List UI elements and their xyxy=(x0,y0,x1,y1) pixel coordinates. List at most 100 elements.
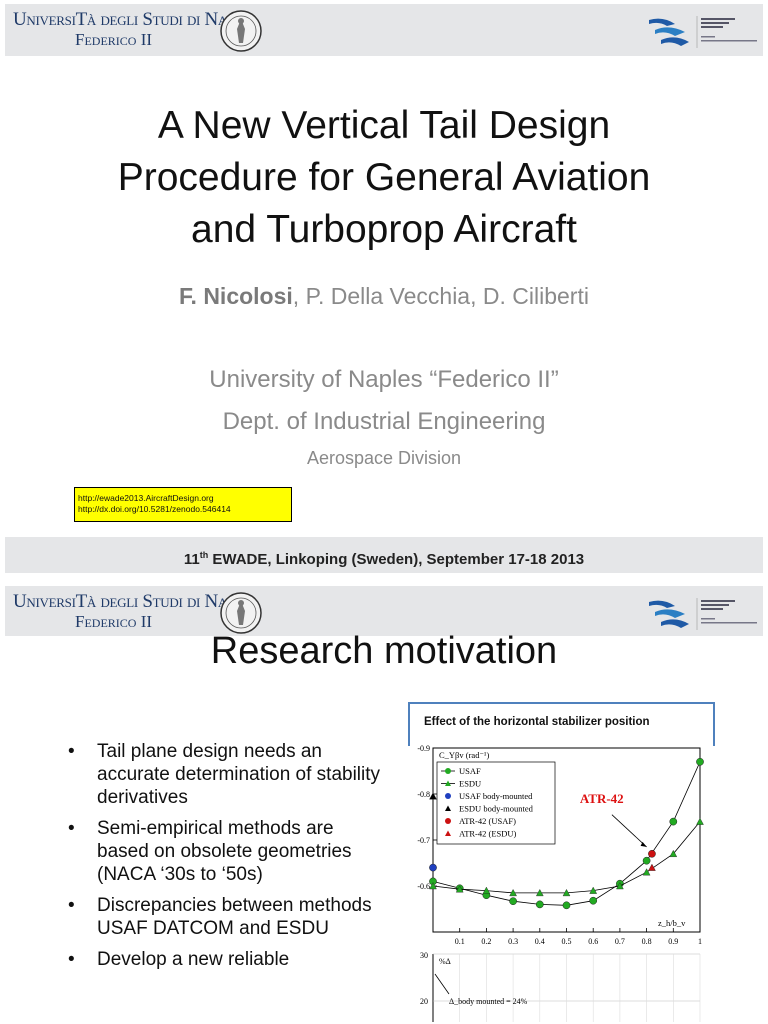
atr-annotation: ATR-42 xyxy=(580,791,624,806)
data-point xyxy=(616,882,624,890)
university-line1: UniversiTà degli Studi di Napoli xyxy=(13,591,255,612)
legend-box xyxy=(436,761,556,845)
legend-label: USAF xyxy=(459,766,481,776)
legend-marker xyxy=(445,793,451,799)
slide-footer: 11th EWADE, Linkoping (Sweden), Septembe… xyxy=(5,537,763,573)
department-logo-icon xyxy=(649,598,757,630)
bullet-text: Discrepancies between methods USAF DATCO… xyxy=(97,895,372,939)
university-name: UniversiTà degli Studi di Napoli Federic… xyxy=(13,592,255,632)
y-axis-label: %Δ xyxy=(439,957,451,966)
university-line1: UniversiTà degli Studi di Napoli xyxy=(13,9,255,30)
y-tick-label: -0.9 xyxy=(417,744,430,753)
x-tick-label: 0.2 xyxy=(481,937,491,946)
y-tick-label: 20 xyxy=(420,997,428,1006)
title-slide: UniversiTà degli Studi di Napoli Federic… xyxy=(0,4,768,573)
x-tick-label: 0.1 xyxy=(455,937,465,946)
affiliation-university: University of Naples “Federico II” xyxy=(209,366,559,393)
links-box: http://ewade2013.AircraftDesign.org http… xyxy=(74,487,292,522)
university-line2: Federico II xyxy=(75,612,153,631)
legend-marker xyxy=(445,818,451,824)
legend-label: USAF body-mounted xyxy=(459,791,533,801)
title-line-3: and Turboprop Aircraft xyxy=(191,208,577,251)
department-logo-icon xyxy=(649,16,757,48)
title-line-1: A New Vertical Tail Design xyxy=(157,104,611,147)
annotation-arrow xyxy=(434,973,450,995)
legend-marker xyxy=(445,805,451,811)
bullet-text: Develop a new reliable xyxy=(97,949,290,970)
y-tick-label: -0.8 xyxy=(417,790,430,799)
research-motivation-slide: UniversiTà degli Studi di Napoli Federic… xyxy=(0,582,768,1024)
legend-label: ATR-42 (USAF) xyxy=(459,816,516,826)
data-point xyxy=(669,849,678,857)
x-tick-label: 0.8 xyxy=(642,937,652,946)
x-tick-label: 0.9 xyxy=(668,937,678,946)
affiliation-division: Aerospace Division xyxy=(306,448,462,468)
conference-link[interactable]: http://ewade2013.AircraftDesign.org xyxy=(78,493,214,503)
chart-title: Effect of the horizontal stabilizer posi… xyxy=(424,716,650,728)
bullet-icon: • xyxy=(68,818,75,839)
footer-conference: EWADE, Linkoping (Sweden), September 17-… xyxy=(208,551,585,568)
annotation-arrow xyxy=(611,814,647,848)
legend-marker xyxy=(445,830,451,836)
data-point xyxy=(455,885,464,893)
bullet-icon: • xyxy=(68,949,75,970)
chart-title-box xyxy=(408,702,715,746)
bullet-icon: • xyxy=(68,895,75,916)
data-point xyxy=(696,757,704,766)
legend-marker xyxy=(445,768,451,774)
legend-label: ATR-42 (ESDU) xyxy=(459,829,517,839)
x-tick-label: 1 xyxy=(698,937,702,946)
y-tick-label: 30 xyxy=(420,951,428,960)
data-point xyxy=(589,896,598,905)
data-point xyxy=(669,817,678,826)
footer-ordinal: 11 xyxy=(183,551,200,568)
legend-marker xyxy=(445,780,451,786)
lead-author: F. Nicolosi xyxy=(179,283,293,309)
data-point xyxy=(648,849,656,858)
bullet-text: Semi-empirical methods are based on obso… xyxy=(97,818,352,885)
doi-link[interactable]: http://dx.doi.org/10.5281/zenodo.546414 xyxy=(78,504,231,514)
x-tick-label: 0.4 xyxy=(535,937,545,946)
slide-title: Research motivation xyxy=(210,630,558,672)
data-point xyxy=(509,897,517,906)
university-seal-icon xyxy=(220,10,262,52)
presentation-title: A New Vertical Tail Design Procedure for… xyxy=(0,100,768,256)
x-tick-label: 0.3 xyxy=(508,937,518,946)
percent-diff-plot: 30 20 %Δ Δ_body mounted = 24% xyxy=(420,951,701,1022)
affiliation-department: Dept. of Industrial Engineering xyxy=(222,408,546,435)
data-point xyxy=(429,792,437,800)
data-point xyxy=(642,868,651,876)
stability-derivative-chart: -0.9 -0.8 -0.7 -0.6 0.1 0.2 0.3 0.4 0.5 0.6 0.7 0.8… xyxy=(417,744,704,1022)
co-authors: , P. Della Vecchia, D. Ciliberti xyxy=(292,283,589,309)
legend-label: ESDU xyxy=(459,779,481,789)
x-tick-label: 0.5 xyxy=(562,937,572,946)
main-plot: -0.9 -0.8 -0.7 -0.6 0.1 0.2 0.3 0.4 0.5 0.6 0.7 0.8… xyxy=(417,744,704,946)
university-seal-icon xyxy=(220,592,262,634)
data-point xyxy=(696,817,704,825)
slide-header: UniversiTà degli Studi di Napoli Federic… xyxy=(5,4,763,56)
y-tick-label: -0.6 xyxy=(417,882,430,891)
data-point xyxy=(535,888,544,897)
y-axis-label: C_Yβv (rad⁻¹) xyxy=(439,750,489,760)
list-item: • Semi-empirical methods are based on obs… xyxy=(64,817,384,886)
data-point xyxy=(429,863,437,872)
delta-annotation: Δ_body mounted = 24% xyxy=(449,997,528,1006)
footer-ordinal-suffix: th xyxy=(199,550,209,560)
bullet-icon: • xyxy=(68,741,75,762)
bullet-list: • Tail plane design needs an accurate det… xyxy=(64,740,384,979)
title-line-2: Procedure for General Aviation xyxy=(117,156,651,199)
y-tick-label: -0.7 xyxy=(417,836,430,845)
data-point xyxy=(642,856,651,865)
authors: F. Nicolosi, P. Della Vecchia, D. Cilibe… xyxy=(0,283,768,310)
x-axis-label: z_h/b_v xyxy=(658,918,686,928)
legend-label: ESDU body-mounted xyxy=(459,804,534,814)
data-point xyxy=(562,888,571,897)
x-tick-label: 0.7 xyxy=(615,937,625,946)
list-item: • Develop a new reliable xyxy=(64,948,384,971)
data-point xyxy=(429,882,437,890)
university-name: UniversiTà degli Studi di Napoli Federic… xyxy=(13,10,255,50)
data-point xyxy=(648,863,656,871)
data-point xyxy=(509,888,517,897)
x-tick-label: 0.6 xyxy=(588,937,598,946)
data-point xyxy=(589,886,598,894)
